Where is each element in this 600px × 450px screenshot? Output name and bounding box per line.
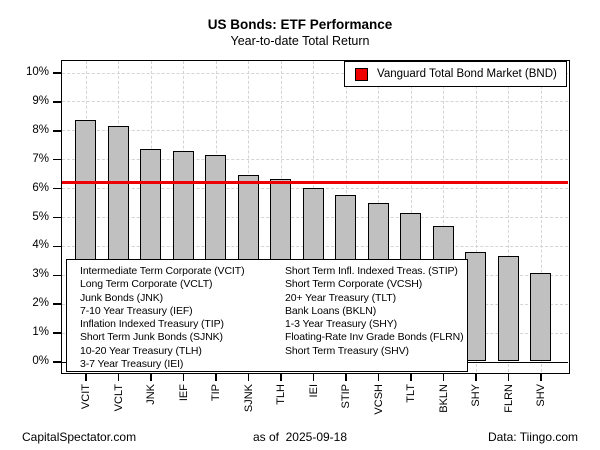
key-entry: Short Term Junk Bonds (SJNK) [80,331,223,344]
x-axis-label-IEI: IEI [307,384,320,398]
key-entry: 10-20 Year Treasury (TLH) [80,344,202,357]
etf-key-box: Intermediate Term Corporate (VCIT) Long T… [66,259,468,372]
y-axis-label: 1% [32,326,49,339]
key-entry: Junk Bonds (JNK) [80,291,164,304]
x-axis-tick [182,374,185,381]
v-gridline [443,61,444,372]
footer-asof-date: as of 2025-09-18 [252,430,348,444]
x-axis-label-TLT: TLT [405,384,417,403]
x-axis-tick [345,374,347,381]
legend-label: Vanguard Total Bond Market (BND) [377,68,557,80]
y-axis-tick [53,187,61,190]
chart-title: US Bonds: ETF Performance [207,17,393,32]
y-axis-label: 7% [32,152,49,165]
bar-SHV [530,273,551,362]
x-axis-tick [85,374,87,381]
x-axis-label-TIP: TIP [210,384,222,402]
y-axis-label: 2% [32,297,49,310]
key-entry: Long Term Corporate (VCLT) [80,278,213,291]
key-entry: 1-3 Year Treasury (SHY) [285,318,398,331]
y-axis-label: 0% [32,355,49,367]
plot-area: Vanguard Total Bond Market (BND) Interme… [61,60,570,374]
y-axis-label: 5% [32,210,49,223]
key-entry: Short Term Treasury (SHV) [285,344,409,357]
key-entry: Intermediate Term Corporate (VCIT) [80,265,245,277]
y-axis-tick [53,101,61,103]
x-axis-label-SJNK: SJNK [242,384,255,413]
x-axis-tick [507,374,510,381]
x-axis-tick [117,374,120,381]
x-axis-tick [312,374,315,381]
y-axis-tick [53,158,61,161]
key-entry: 20+ Year Treasury (TLT) [285,291,397,304]
x-axis-label-JNK: JNK [145,384,157,405]
footer-source: CapitalSpectator.com [22,430,137,444]
h-gridline [62,72,568,74]
key-entry: 3-7 Year Treasury (IEI) [80,358,184,371]
key-entry: Bank Loans (BKLN) [285,304,377,317]
y-axis-tick [53,303,61,305]
key-entry: Floating-Rate Inv Grade Bonds (FLRN) [285,331,464,344]
x-axis-tick [215,374,217,381]
y-axis-label: 6% [32,181,49,194]
x-axis-label-SHY: SHY [470,384,482,407]
y-axis-tick [53,332,61,334]
x-axis-label-VCIT: VCIT [80,384,92,410]
x-axis-label-VCLT: VCLT [112,384,125,412]
v-gridline [475,61,477,372]
h-gridline [62,159,568,161]
key-entry: Short Term Corporate (VCSH) [285,278,423,291]
key-column-right: Short Term Infl. Indexed Treas. (STIP) Sh… [285,265,464,358]
x-axis-tick [150,374,152,381]
x-axis-label-FLRN: FLRN [502,384,515,413]
x-axis-tick [475,374,477,381]
bar-FLRN [497,256,519,362]
key-entry: 7-10 Year Treasury (IEF) [80,304,193,317]
v-gridline [508,61,509,372]
y-axis-label: 10% [25,66,49,78]
x-axis-tick [280,374,282,381]
x-axis-label-BKLN: BKLN [437,384,450,413]
chart-subtitle: Year-to-date Total Return [230,34,370,48]
x-axis-label-SHV: SHV [535,384,547,407]
x-axis-label-TLH: TLH [275,384,287,405]
y-axis-label: 4% [32,239,49,252]
y-axis-tick [53,130,61,132]
benchmark-line [62,181,568,184]
x-axis-label-VCSH: VCSH [372,384,385,415]
v-gridline [540,61,542,372]
y-axis-label: 8% [32,123,49,136]
x-axis-tick [540,374,542,381]
x-axis-tick [247,374,250,381]
legend-box: Vanguard Total Bond Market (BND) [344,61,567,87]
h-gridline [62,130,568,132]
h-gridline [62,101,568,103]
x-axis-label-STIP: STIP [340,384,352,409]
y-axis-tick [53,216,61,219]
y-axis-tick [53,72,61,74]
y-axis-tick [53,274,61,277]
y-axis-tick [53,361,61,363]
x-axis-tick [377,374,380,381]
x-axis-tick [442,374,445,381]
key-column-left: Intermediate Term Corporate (VCIT) Long T… [80,265,245,371]
x-axis-label-IEF: IEF [177,384,190,402]
y-axis-tick [53,245,61,248]
bar-SHY [465,251,486,362]
x-axis-tick [410,374,412,381]
key-entry: Short Term Infl. Indexed Treas. (STIP) [285,265,458,277]
key-entry: Inflation Indexed Treasury (TIP) [80,318,224,331]
legend-swatch-icon [355,67,368,81]
y-axis-label: 3% [32,268,49,281]
y-axis-label: 9% [32,94,49,107]
footer-data-provider: Data: Tiingo.com [487,430,578,444]
